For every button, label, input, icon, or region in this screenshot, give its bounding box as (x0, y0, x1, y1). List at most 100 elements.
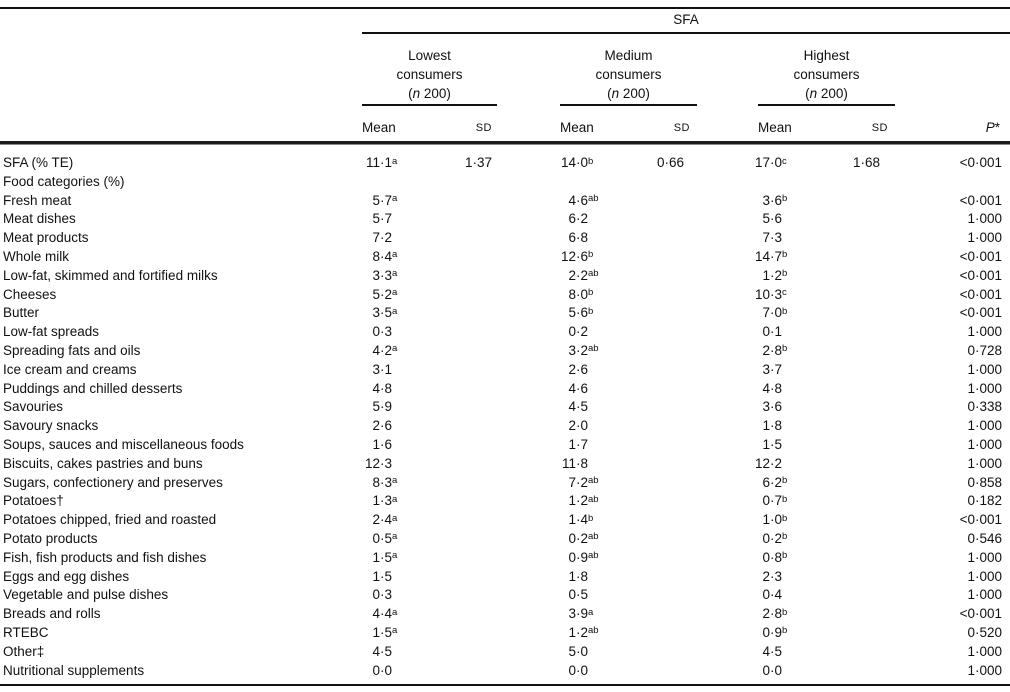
cell-mean-lowest: 8·3 a (340, 474, 408, 493)
cell-sd-lowest (408, 398, 492, 417)
cell-mean-lowest: 4·2 a (340, 342, 408, 361)
table-row: Fish, fish products and fish dishes 1·5 a… (0, 549, 1010, 568)
cell-sd-medium (604, 192, 684, 211)
table-row: Food categories (%) (0, 173, 1010, 192)
row-label: Eggs and egg dishes (3, 568, 130, 584)
cell-sd-highest (798, 586, 880, 605)
cell-mean-highest: 17·0 c (684, 154, 798, 173)
cell-mean-lowest: 1·6 (340, 436, 408, 455)
significance-superscript (392, 570, 408, 589)
significance-superscript (782, 664, 798, 683)
group-line1: Medium (604, 48, 653, 63)
cell-sd-lowest (408, 229, 492, 248)
significance-superscript: b (588, 155, 594, 167)
column-header-mean-highest: Mean (758, 120, 792, 135)
significance-superscript (782, 645, 798, 664)
cell-mean-lowest: 11·1 a (340, 154, 408, 173)
cell-sd-medium (604, 342, 684, 361)
significance-superscript: ab (588, 531, 599, 543)
table-row: Sugars, confectionery and preserves 8·3 a… (0, 474, 1010, 493)
cell-sd-medium (604, 361, 684, 380)
cell-sd-highest (798, 210, 880, 229)
cell-sd-lowest (408, 624, 492, 643)
spanner-rule (362, 32, 1010, 34)
significance-superscript: b (782, 531, 788, 543)
cell-sd-highest (798, 530, 880, 549)
table-row: Meat products 7·2 6·8 7·3 1·000 (0, 229, 1010, 248)
table-top-rule (0, 7, 1010, 9)
cell-p-value: 1·000 (967, 361, 1002, 377)
group-header-lowest-consumers: Lowest consumers (n 200) (362, 46, 497, 106)
cell-mean-lowest: 4·8 (340, 380, 408, 399)
cell-sd-medium (604, 436, 684, 455)
cell-mean-highest: 5·6 (684, 210, 798, 229)
cell-mean-medium: 11·8 (492, 455, 604, 474)
row-label: Sugars, confectionery and preserves (3, 474, 223, 490)
cell-mean-highest: 2·8 b (684, 342, 798, 361)
cell-sd-highest (798, 229, 880, 248)
cell-mean-highest: 10·3 c (684, 286, 798, 305)
significance-superscript (782, 326, 798, 345)
cell-mean-highest: 3·7 (684, 361, 798, 380)
cell-sd-medium: 0·66 (656, 155, 684, 170)
cell-sd-medium (604, 455, 684, 474)
significance-superscript (588, 326, 604, 345)
cell-mean-medium: 1·8 (492, 568, 604, 587)
cell-sd-highest (798, 304, 880, 323)
significance-superscript (782, 213, 798, 232)
row-label: Nutritional supplements (3, 662, 145, 678)
cell-sd-lowest (408, 173, 492, 192)
cell-mean-medium: 1·7 (492, 436, 604, 455)
table-row: Fresh meat 5·7 a 4·6 ab 3·6 b <0·001 (0, 192, 1010, 211)
cell-mean-lowest: 0·0 (340, 662, 408, 681)
significance-superscript: a (392, 512, 398, 524)
table-row: Low-fat, skimmed and fortified milks 3·3… (0, 267, 1010, 286)
significance-superscript: a (392, 287, 398, 299)
cell-sd-medium (604, 398, 684, 417)
table-row: Potatoes chipped, fried and roasted 2·4 a… (0, 511, 1010, 530)
significance-superscript: ab (588, 475, 599, 487)
cell-mean-medium: 2·0 (492, 417, 604, 436)
cell-sd-lowest (408, 248, 492, 267)
significance-superscript: c (782, 155, 787, 167)
table-row: Biscuits, cakes pastries and buns 12·3 1… (0, 455, 1010, 474)
cell-p-value: <0·001 (959, 155, 1002, 170)
cell-sd-lowest (408, 436, 492, 455)
cell-mean-lowest: 7·2 (340, 229, 408, 248)
cell-sd-highest (798, 417, 880, 436)
cell-mean-medium: 2·6 (492, 361, 604, 380)
cell-mean-highest: 0·2 b (684, 530, 798, 549)
cell-p-value: 1·000 (967, 324, 1002, 340)
group-line2: consumers (396, 67, 463, 82)
cell-sd-medium (604, 417, 684, 436)
significance-superscript: ab (588, 493, 599, 505)
row-label: Meat products (3, 230, 89, 246)
table-bottom-rule (0, 684, 1010, 686)
significance-superscript: a (392, 531, 398, 543)
cell-sd-highest (798, 624, 880, 643)
significance-superscript (392, 232, 408, 251)
cell-p-value: 1·000 (967, 568, 1002, 584)
significance-superscript: a (392, 550, 398, 562)
significance-superscript (588, 363, 604, 382)
significance-superscript: b (782, 475, 788, 487)
cell-mean-lowest: 2·6 (340, 417, 408, 436)
cell-mean-highest: 1·2 b (684, 267, 798, 286)
cell-p-value: 0·858 (967, 474, 1002, 490)
cell-sd-medium (604, 511, 684, 530)
cell-p-value: 1·000 (967, 455, 1002, 471)
cell-mean-medium: 1·2 ab (492, 492, 604, 511)
cell-p-value: <0·001 (959, 192, 1002, 208)
significance-superscript: b (588, 512, 594, 524)
cell-mean-medium: 5·0 (492, 643, 604, 662)
significance-superscript (782, 420, 798, 439)
significance-superscript (588, 232, 604, 251)
table-row: Potato products 0·5 a 0·2 ab 0·2 b 0·546 (0, 530, 1010, 549)
cell-sd-highest (798, 549, 880, 568)
significance-superscript: ab (588, 550, 599, 562)
row-label: Low-fat, skimmed and fortified milks (3, 267, 218, 283)
cell-sd-medium (604, 229, 684, 248)
header-body-divider-rule (0, 141, 1010, 145)
cell-mean-lowest: 3·3 a (340, 267, 408, 286)
